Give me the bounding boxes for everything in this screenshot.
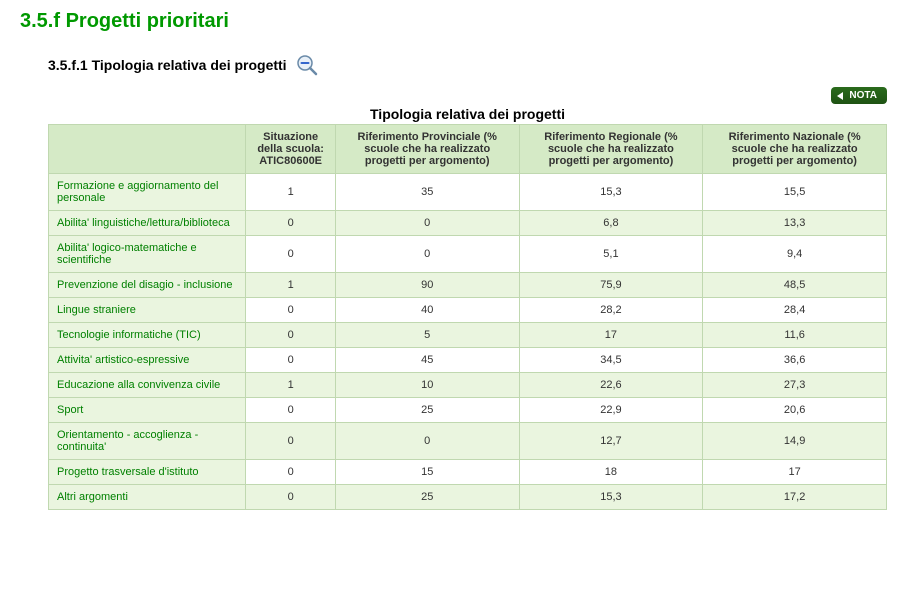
cell-value: 0 <box>335 211 519 236</box>
cell-value: 34,5 <box>519 348 703 373</box>
cell-value: 15,3 <box>519 485 703 510</box>
column-header: Situazione della scuola: ATIC80600E <box>246 125 335 174</box>
cell-value: 36,6 <box>703 348 887 373</box>
cell-value: 5,1 <box>519 236 703 273</box>
table-row: Educazione alla convivenza civile11022,6… <box>49 373 887 398</box>
cell-value: 22,9 <box>519 398 703 423</box>
cell-value: 45 <box>335 348 519 373</box>
cell-value: 0 <box>246 211 335 236</box>
table-row: Altri argomenti02515,317,2 <box>49 485 887 510</box>
cell-value: 15,3 <box>519 174 703 211</box>
cell-value: 10 <box>335 373 519 398</box>
table-row: Prevenzione del disagio - inclusione1907… <box>49 273 887 298</box>
table-row: Abilita' logico-matematiche e scientific… <box>49 236 887 273</box>
cell-value: 1 <box>246 174 335 211</box>
projects-table: Situazione della scuola: ATIC80600ERifer… <box>48 124 887 510</box>
cell-value: 0 <box>335 423 519 460</box>
cell-value: 90 <box>335 273 519 298</box>
table-row: Formazione e aggiornamento del personale… <box>49 174 887 211</box>
cell-value: 28,2 <box>519 298 703 323</box>
column-header: Riferimento Provinciale (% scuole che ha… <box>335 125 519 174</box>
cell-value: 11,6 <box>703 323 887 348</box>
table-row: Progetto trasversale d'istituto0151817 <box>49 460 887 485</box>
cell-value: 75,9 <box>519 273 703 298</box>
section-title: 3.5.f Progetti prioritari <box>20 10 887 33</box>
cell-value: 5 <box>335 323 519 348</box>
table-row: Attivita' artistico-espressive04534,536,… <box>49 348 887 373</box>
row-label: Attivita' artistico-espressive <box>49 348 246 373</box>
cell-value: 27,3 <box>703 373 887 398</box>
cell-value: 0 <box>246 423 335 460</box>
row-label: Tecnologie informatiche (TIC) <box>49 323 246 348</box>
cell-value: 13,3 <box>703 211 887 236</box>
row-label: Progetto trasversale d'istituto <box>49 460 246 485</box>
row-label: Abilita' linguistiche/lettura/biblioteca <box>49 211 246 236</box>
row-label: Altri argomenti <box>49 485 246 510</box>
cell-value: 48,5 <box>703 273 887 298</box>
cell-value: 15,5 <box>703 174 887 211</box>
nota-button-label: NOTA <box>849 90 877 101</box>
table-row: Orientamento - accoglienza - continuita'… <box>49 423 887 460</box>
cell-value: 12,7 <box>519 423 703 460</box>
row-label: Abilita' logico-matematiche e scientific… <box>49 236 246 273</box>
zoom-out-icon[interactable] <box>295 53 319 77</box>
cell-value: 22,6 <box>519 373 703 398</box>
cell-value: 17 <box>519 323 703 348</box>
cell-value: 1 <box>246 273 335 298</box>
cell-value: 17,2 <box>703 485 887 510</box>
column-header: Riferimento Nazionale (% scuole che ha r… <box>703 125 887 174</box>
cell-value: 25 <box>335 398 519 423</box>
cell-value: 1 <box>246 373 335 398</box>
table-caption: Tipologia relativa dei progetti <box>48 106 887 122</box>
cell-value: 0 <box>246 323 335 348</box>
cell-value: 25 <box>335 485 519 510</box>
row-label: Prevenzione del disagio - inclusione <box>49 273 246 298</box>
table-row: Abilita' linguistiche/lettura/biblioteca… <box>49 211 887 236</box>
cell-value: 0 <box>246 298 335 323</box>
column-header <box>49 125 246 174</box>
nota-button[interactable]: NOTA <box>831 87 887 104</box>
table-row: Tecnologie informatiche (TIC)051711,6 <box>49 323 887 348</box>
subsection-title: 3.5.f.1 Tipologia relativa dei progetti <box>48 57 287 73</box>
cell-value: 35 <box>335 174 519 211</box>
column-header: Riferimento Regionale (% scuole che ha r… <box>519 125 703 174</box>
cell-value: 17 <box>703 460 887 485</box>
cell-value: 18 <box>519 460 703 485</box>
cell-value: 0 <box>246 236 335 273</box>
cell-value: 0 <box>246 485 335 510</box>
subsection-header: 3.5.f.1 Tipologia relativa dei progetti <box>48 53 887 77</box>
cell-value: 0 <box>246 460 335 485</box>
cell-value: 0 <box>335 236 519 273</box>
table-body: Formazione e aggiornamento del personale… <box>49 174 887 510</box>
row-label: Orientamento - accoglienza - continuita' <box>49 423 246 460</box>
cell-value: 20,6 <box>703 398 887 423</box>
row-label: Educazione alla convivenza civile <box>49 373 246 398</box>
cell-value: 15 <box>335 460 519 485</box>
table-row: Sport02522,920,6 <box>49 398 887 423</box>
cell-value: 28,4 <box>703 298 887 323</box>
row-label: Lingue straniere <box>49 298 246 323</box>
cell-value: 6,8 <box>519 211 703 236</box>
row-label: Sport <box>49 398 246 423</box>
row-label: Formazione e aggiornamento del personale <box>49 174 246 211</box>
cell-value: 0 <box>246 348 335 373</box>
cell-value: 40 <box>335 298 519 323</box>
cell-value: 14,9 <box>703 423 887 460</box>
nota-row: NOTA <box>48 87 887 104</box>
table-row: Lingue straniere04028,228,4 <box>49 298 887 323</box>
table-header: Situazione della scuola: ATIC80600ERifer… <box>49 125 887 174</box>
cell-value: 0 <box>246 398 335 423</box>
cell-value: 9,4 <box>703 236 887 273</box>
